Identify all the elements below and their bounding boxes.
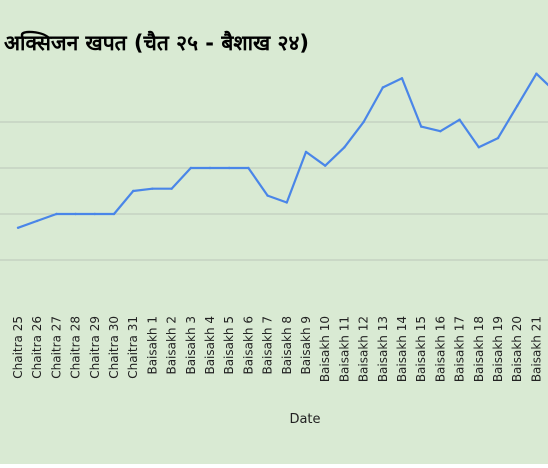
x-tick-label: Chaitra 29 [88, 316, 102, 379]
x-tick-label: Chaitra 30 [107, 316, 121, 379]
x-tick-label: Baisakh 18 [472, 316, 486, 382]
data-point [74, 212, 77, 216]
x-tick-label: Chaitra 25 [11, 316, 25, 379]
x-tick-label: Baisakh 17 [453, 316, 467, 382]
data-point [112, 212, 116, 216]
data-point [208, 166, 212, 170]
x-tick-label: Baisakh 5 [222, 316, 236, 375]
x-tick-label: Baisakh 4 [203, 316, 217, 375]
x-tick-label: Baisakh 20 [510, 316, 524, 382]
x-tick-label: Baisakh 8 [280, 316, 294, 375]
x-tick-label: Baisakh 13 [376, 316, 390, 382]
x-tick-label: Chaitra 27 [49, 316, 63, 379]
x-tick-label: Baisakh 19 [491, 316, 505, 382]
data-point [16, 226, 20, 229]
data-point [381, 86, 384, 89]
x-tick-label: Baisakh 7 [261, 316, 275, 375]
x-tick-label: Baisakh 12 [357, 316, 371, 382]
data-point [36, 219, 39, 223]
x-tick-label: Baisakh 10 [318, 316, 332, 382]
x-tick-label: Chaitra 28 [69, 316, 83, 379]
data-point [285, 201, 288, 204]
x-tick-label: Baisakh 15 [414, 316, 428, 382]
data-point [132, 189, 135, 193]
data-point [496, 136, 500, 140]
data-point [458, 118, 461, 121]
data-point [55, 212, 58, 216]
data-point [516, 104, 519, 108]
x-tick-labels: Chaitra 25 Chaitra 26 Chaitra 27 Chaitra 28… [11, 316, 543, 382]
data-point [477, 146, 480, 149]
data-point [400, 77, 404, 80]
x-tick-label: Baisakh 3 [184, 316, 198, 375]
chart-title: अक्सिजन खपत (चैत २५ - बैशाख २४) [4, 30, 309, 55]
x-tick-label: Baisakh 2 [165, 316, 179, 375]
x-tick-label: Baisakh 16 [433, 316, 447, 382]
data-point [247, 166, 250, 170]
x-tick-label: Baisakh 21 [529, 316, 543, 382]
data-point [362, 120, 365, 124]
x-tick-label: Baisakh 14 [395, 316, 409, 382]
x-tick-label: Chaitra 31 [126, 316, 140, 379]
data-point [151, 187, 154, 190]
x-tick-label: Baisakh 11 [337, 316, 351, 382]
data-point [439, 130, 442, 133]
x-tick-label: Baisakh 9 [299, 316, 313, 375]
data-point [535, 72, 538, 75]
x-tick-label: Chaitra 26 [30, 316, 44, 379]
x-tick-label: Baisakh 6 [241, 316, 255, 375]
data-point [228, 166, 231, 170]
data-point [343, 146, 346, 149]
data-point [170, 187, 173, 190]
data-point [189, 166, 192, 170]
x-axis-label: Date [289, 412, 320, 427]
data-point [324, 164, 327, 167]
data-point [420, 125, 423, 128]
data-point [266, 194, 269, 197]
series-points [16, 72, 538, 229]
data-point [93, 212, 97, 216]
data-point [304, 150, 308, 154]
x-tick-label: Baisakh 1 [145, 316, 159, 375]
